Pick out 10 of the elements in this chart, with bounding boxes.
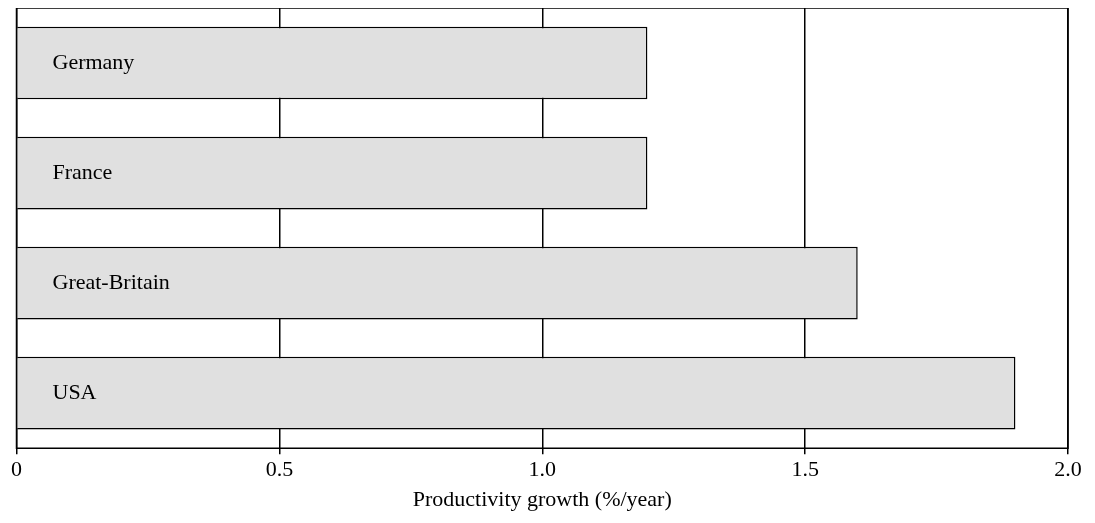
x-tick-label: 1.5 [791, 456, 819, 482]
x-tick-label: 0.5 [265, 456, 294, 482]
y-tick-label: USA [52, 378, 97, 404]
x-tick-label: 0 [11, 456, 22, 482]
y-tick-label: Germany [52, 48, 135, 74]
x-tick-label: 1.0 [528, 456, 556, 482]
x-axis-title: Productivity growth (%/year) [412, 485, 672, 511]
y-tick-label: France [52, 158, 113, 184]
y-tick-label: Great-Britain [52, 268, 170, 294]
x-tick-label: 2.0 [1054, 456, 1082, 482]
